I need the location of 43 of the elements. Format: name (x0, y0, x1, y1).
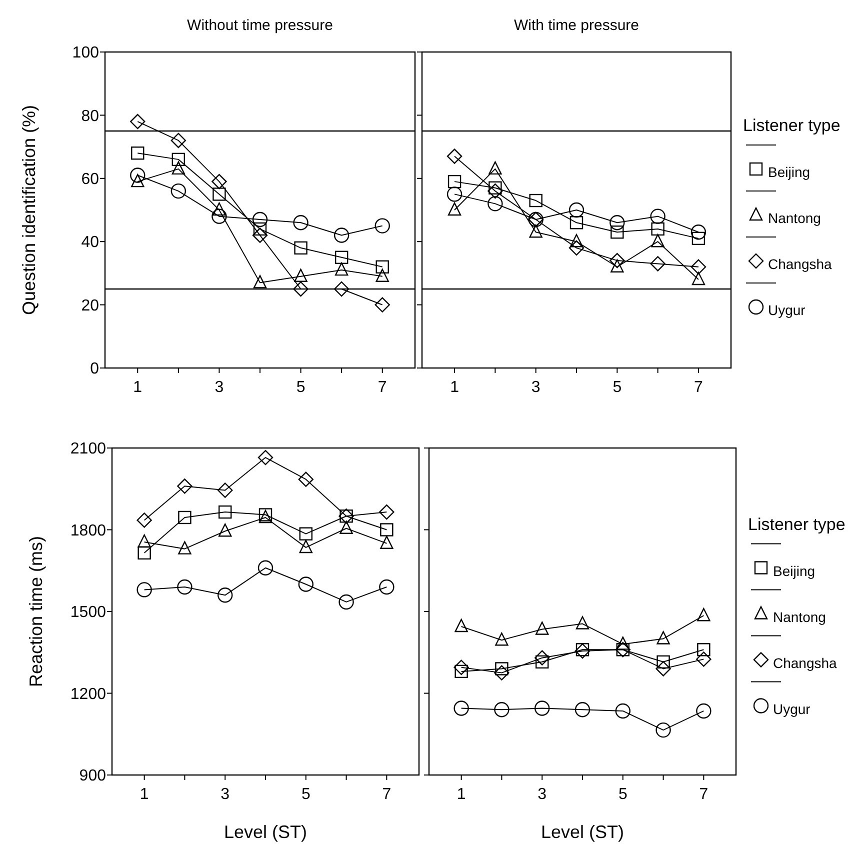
y-tick-label: 1800 (70, 522, 106, 540)
y-axis-title: Question identification (%) (19, 104, 39, 316)
legend-title: Listener type (743, 116, 840, 135)
x-tick-label: 7 (699, 786, 708, 803)
y-tick-label: 40 (81, 234, 100, 252)
y-tick-label: 100 (72, 44, 100, 62)
legend-title: Listener type (748, 514, 846, 534)
legend-label: Uygur (773, 700, 811, 717)
legend-label: Beijing (768, 164, 810, 180)
x-tick-label: 5 (618, 786, 628, 803)
x-tick-label: 1 (456, 786, 466, 803)
x-tick-label: 3 (531, 379, 540, 396)
y-tick-label: 1500 (70, 604, 106, 622)
y-tick-label: 2100 (70, 440, 106, 458)
x-tick-label: 5 (301, 786, 310, 803)
x-axis-title: Level (ST) (224, 822, 308, 842)
x-tick-label: 1 (140, 786, 149, 803)
x-tick-label: 7 (382, 786, 392, 803)
legend-label: Uygur (768, 302, 806, 318)
y-tick-label: 20 (81, 297, 100, 314)
legend-label: Nantong (773, 608, 826, 625)
x-tick-label: 3 (214, 379, 224, 396)
y-axis-title: Reaction time (ms) (26, 536, 46, 688)
x-tick-label: 5 (296, 379, 306, 396)
x-tick-label: 3 (220, 786, 230, 803)
legend-label: Beijing (773, 562, 816, 579)
x-tick-label: 7 (694, 379, 704, 396)
legend-label: Changsha (768, 256, 832, 272)
x-axis-title: Level (ST) (540, 822, 624, 842)
x-tick-label: 5 (612, 379, 622, 396)
y-tick-label: 0 (90, 360, 100, 378)
x-tick-label: 7 (378, 379, 387, 396)
y-tick-label: 1200 (70, 686, 106, 703)
chart-title: With time pressure (514, 17, 640, 34)
x-tick-label: 3 (538, 786, 547, 803)
legend-label: Nantong (768, 210, 821, 226)
y-tick-label: 80 (81, 108, 100, 125)
x-tick-label: 1 (450, 379, 460, 396)
y-tick-label: 60 (81, 171, 100, 188)
y-tick-label: 900 (79, 768, 106, 785)
legend-label: Changsha (773, 654, 838, 671)
x-tick-label: 1 (133, 379, 142, 396)
chart-title: Without time pressure (187, 17, 333, 34)
